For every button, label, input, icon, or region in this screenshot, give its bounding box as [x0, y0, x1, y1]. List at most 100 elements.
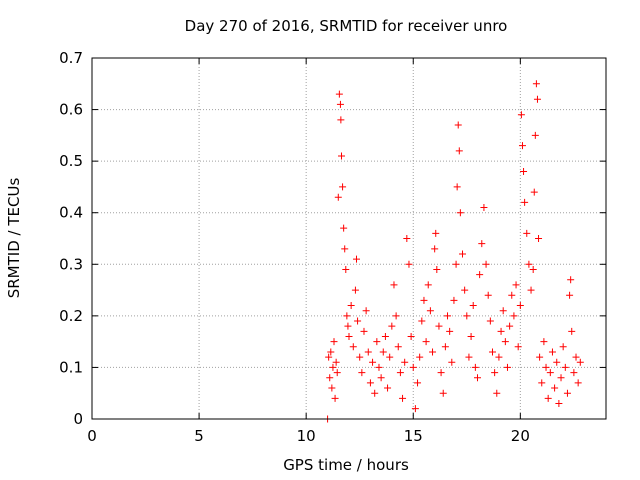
data-point [520, 167, 528, 175]
data-point [503, 363, 511, 371]
data-point [510, 312, 518, 320]
data-point [486, 317, 494, 325]
data-point [456, 209, 464, 217]
data-point [345, 332, 353, 340]
data-point [358, 369, 366, 377]
data-point [540, 338, 548, 346]
data-point [570, 369, 578, 377]
data-point [335, 90, 343, 98]
data-point [563, 389, 571, 397]
data-point [506, 322, 514, 330]
data-point [532, 80, 540, 88]
data-point [429, 348, 437, 356]
data-point [499, 307, 507, 315]
x-tick-label: 0 [87, 427, 97, 445]
data-point [362, 307, 370, 315]
y-tick-label: 0 [73, 410, 83, 428]
grid [92, 58, 606, 419]
data-point [432, 229, 440, 237]
data-point [536, 353, 544, 361]
data-point [538, 379, 546, 387]
data-point [441, 343, 449, 351]
data-point [411, 405, 419, 413]
data-point [338, 152, 346, 160]
data-point [561, 363, 569, 371]
data-point [340, 224, 348, 232]
x-tick-label: 5 [194, 427, 204, 445]
data-point [516, 302, 524, 310]
data-point [360, 327, 368, 335]
data-point [381, 332, 389, 340]
data-point [377, 374, 385, 382]
data-point [576, 358, 584, 366]
data-point [553, 358, 561, 366]
data-point [446, 327, 454, 335]
data-point [352, 255, 360, 263]
plot-frame [91, 57, 607, 420]
data-point [344, 322, 352, 330]
data-point [529, 265, 537, 273]
data-point [508, 291, 516, 299]
data-point [394, 343, 402, 351]
data-point [495, 353, 503, 361]
data-point [388, 322, 396, 330]
data-point [542, 363, 550, 371]
data-point [329, 363, 337, 371]
y-tick-label: 0.4 [59, 204, 83, 222]
x-tick-label: 15 [404, 427, 423, 445]
data-point [433, 265, 441, 273]
data-point [517, 111, 525, 119]
data-point [351, 286, 359, 294]
data-point [396, 369, 404, 377]
data-point [420, 296, 428, 304]
data-point [331, 394, 339, 402]
data-point [349, 343, 357, 351]
data-point [452, 260, 460, 268]
data-point [403, 235, 411, 242]
data-point [401, 358, 409, 366]
data-point [414, 379, 422, 387]
data-point [478, 240, 486, 248]
data-point [488, 348, 496, 356]
data-point [366, 379, 374, 387]
data-point [471, 363, 479, 371]
data-point [384, 384, 392, 392]
data-point [523, 229, 531, 237]
y-tick-label: 0.5 [59, 152, 83, 170]
data-point [455, 147, 463, 155]
data-point [465, 353, 473, 361]
data-point [469, 302, 477, 310]
data-point [407, 332, 415, 340]
x-tick-label: 20 [511, 427, 530, 445]
data-point [330, 338, 338, 346]
data-point [497, 327, 505, 335]
data-point [379, 348, 387, 356]
data-point [386, 353, 394, 361]
data-point [453, 183, 461, 191]
data-point [342, 265, 350, 273]
data-point [557, 374, 565, 382]
data-point [354, 317, 362, 325]
data-point [409, 363, 417, 371]
data-point [390, 281, 398, 289]
data-point [501, 338, 509, 346]
data-point [474, 374, 481, 382]
data-point [491, 369, 499, 377]
x-axis-label: GPS time / hours [283, 456, 409, 474]
data-point [448, 358, 456, 366]
data-point [493, 389, 501, 397]
data-point [574, 379, 582, 387]
data-point [482, 260, 490, 268]
data-point [546, 369, 554, 377]
data-point [548, 348, 556, 356]
data-point [555, 400, 563, 408]
data-point [334, 193, 342, 201]
data-point [371, 389, 379, 397]
data-point [467, 332, 475, 340]
data-point [459, 250, 467, 258]
data-point [333, 369, 341, 377]
data-point [437, 369, 445, 377]
data-point [544, 394, 552, 402]
y-tick-label: 0.3 [59, 255, 83, 273]
